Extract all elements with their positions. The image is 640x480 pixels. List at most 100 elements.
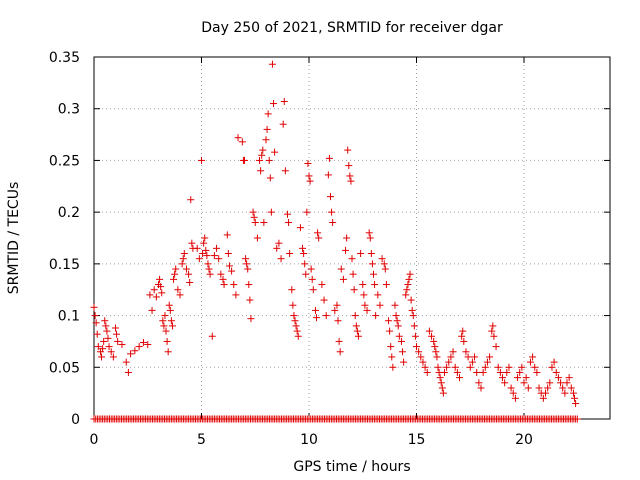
data-point xyxy=(385,317,393,325)
data-point xyxy=(315,234,323,242)
data-point xyxy=(100,337,108,345)
data-point xyxy=(230,281,238,289)
data-point xyxy=(299,244,307,252)
data-point xyxy=(460,337,468,345)
data-point xyxy=(311,306,319,314)
data-point xyxy=(201,234,209,242)
data-point xyxy=(306,177,314,185)
data-point xyxy=(188,239,196,247)
chart-title: Day 250 of 2021, SRMTID for receiver dga… xyxy=(201,20,503,36)
data-point xyxy=(393,317,401,325)
data-point xyxy=(370,270,377,278)
data-point xyxy=(477,384,485,392)
data-point xyxy=(334,317,342,325)
data-point xyxy=(180,250,188,258)
data-point xyxy=(293,327,301,335)
data-point xyxy=(265,156,273,164)
data-point xyxy=(118,341,126,349)
data-point xyxy=(322,312,330,320)
data-point xyxy=(166,306,174,314)
data-point xyxy=(303,208,311,216)
data-point xyxy=(451,363,459,371)
data-points xyxy=(90,60,581,423)
data-point xyxy=(290,312,298,320)
data-point xyxy=(563,379,571,387)
x-tick-label: 20 xyxy=(515,432,533,448)
data-point xyxy=(219,275,227,283)
data-point xyxy=(479,368,487,376)
data-point xyxy=(331,306,339,314)
axis-ticks xyxy=(93,56,610,420)
data-point xyxy=(400,358,408,366)
data-point xyxy=(410,322,418,330)
data-point xyxy=(187,196,195,204)
data-point xyxy=(328,208,336,216)
data-point xyxy=(365,229,373,237)
data-point xyxy=(204,260,212,268)
data-point xyxy=(94,343,102,351)
data-point xyxy=(281,167,289,175)
data-point xyxy=(407,296,415,304)
data-point xyxy=(171,270,179,278)
data-point xyxy=(289,301,297,309)
data-point xyxy=(361,301,369,309)
data-point xyxy=(250,213,258,221)
data-point xyxy=(135,343,143,351)
data-point xyxy=(343,234,351,242)
data-point xyxy=(292,322,300,330)
data-point xyxy=(165,301,173,309)
data-point xyxy=(160,322,168,330)
data-point xyxy=(260,218,268,226)
data-point xyxy=(428,332,436,340)
data-point xyxy=(438,384,446,392)
data-point xyxy=(268,60,276,68)
data-point xyxy=(552,368,560,376)
data-point xyxy=(148,306,156,314)
data-point xyxy=(511,394,519,402)
data-point xyxy=(411,332,419,340)
data-point xyxy=(217,270,225,278)
data-point xyxy=(122,358,130,366)
data-point xyxy=(409,312,417,320)
data-point xyxy=(213,244,221,252)
data-point xyxy=(314,229,322,237)
data-point xyxy=(419,358,427,366)
data-point xyxy=(246,296,254,304)
data-point xyxy=(431,343,439,351)
data-point xyxy=(421,363,429,371)
data-point xyxy=(402,291,410,299)
data-point xyxy=(447,353,455,361)
data-point xyxy=(245,281,253,289)
data-point xyxy=(529,353,537,361)
data-point xyxy=(263,125,271,133)
data-point xyxy=(103,327,111,335)
y-tick-label: 0.15 xyxy=(49,257,80,273)
data-point xyxy=(176,291,184,299)
data-point xyxy=(389,363,397,371)
data-point xyxy=(449,348,457,356)
data-point xyxy=(215,255,223,263)
data-point xyxy=(206,270,214,278)
data-point xyxy=(270,100,278,108)
data-point xyxy=(357,250,365,258)
data-point xyxy=(380,260,388,268)
data-point xyxy=(437,379,445,387)
data-point xyxy=(526,358,534,366)
data-point xyxy=(170,275,178,283)
data-point xyxy=(345,162,353,170)
data-point xyxy=(264,110,272,118)
data-point xyxy=(195,255,203,263)
data-point xyxy=(456,374,463,382)
data-point xyxy=(559,384,567,392)
zero-point xyxy=(573,415,581,423)
data-point xyxy=(394,322,402,330)
data-point xyxy=(546,379,554,387)
data-point xyxy=(98,353,106,361)
y-tick-label: 0 xyxy=(71,412,80,428)
data-point xyxy=(275,239,283,247)
data-point xyxy=(193,244,201,252)
data-point xyxy=(258,151,266,159)
data-point xyxy=(92,319,100,327)
data-point xyxy=(376,301,384,309)
data-point xyxy=(363,306,371,314)
